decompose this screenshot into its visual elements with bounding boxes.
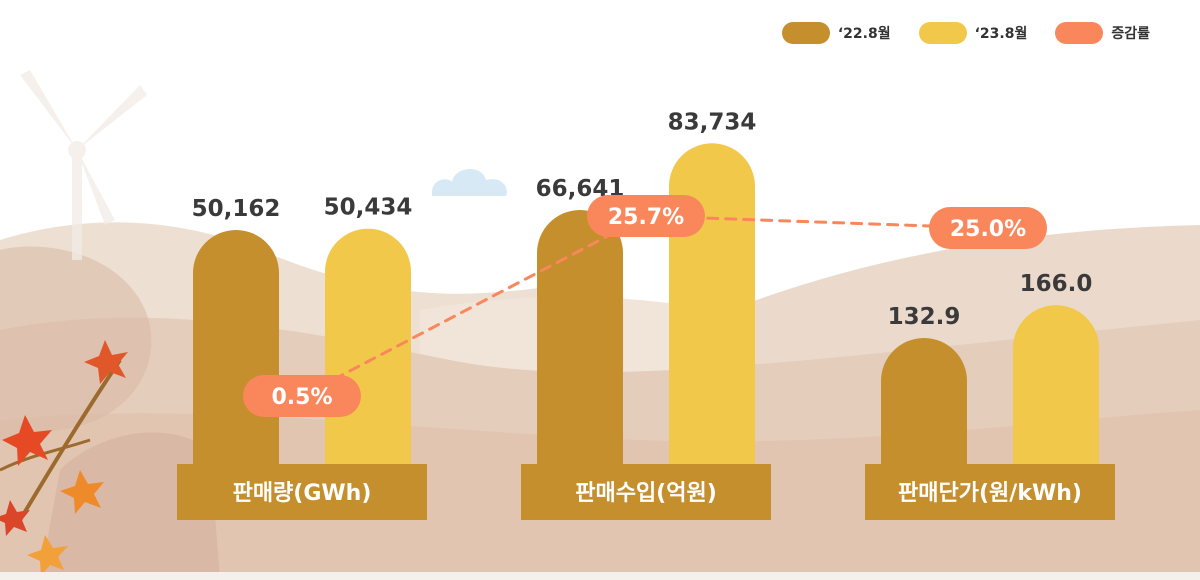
- legend-item-2022: ‘22.8월: [781, 22, 891, 44]
- bar-2022-0: [193, 230, 279, 470]
- legend-label-2023: ‘23.8월: [974, 26, 1028, 42]
- category-box: [865, 464, 1115, 520]
- change-rate-label: 0.5%: [271, 385, 332, 410]
- category-labels-layer: 판매량(GWh) 판매수입(억원) 판매단가(원/kWh): [177, 464, 1115, 520]
- bar-value-label: 50,434: [324, 195, 413, 221]
- change-rate-label: 25.7%: [608, 205, 684, 230]
- bar-value-label: 166.0: [1020, 271, 1093, 297]
- bar-2022-1: [537, 210, 623, 470]
- legend-label-change-rate: 증감률: [1111, 26, 1150, 42]
- cloud-icon: [432, 168, 507, 196]
- bar-value-label: 50,162: [192, 196, 281, 222]
- change-rate-pill: [587, 195, 705, 237]
- maple-leaf-icon: [0, 340, 128, 576]
- legend-swatch-change-rate: [1055, 22, 1104, 44]
- bar-2023-1: [669, 143, 755, 470]
- legend-item-change-rate: 증감률: [1055, 22, 1150, 44]
- change-rate-layer: 0.5% 25.7% 25.0%: [243, 195, 1047, 417]
- bar-2023-2: [1013, 305, 1099, 470]
- category-label: 판매량(GWh): [233, 481, 372, 506]
- change-rate-label: 25.0%: [950, 217, 1026, 242]
- legend-item-2023: ‘23.8월: [918, 22, 1028, 44]
- legend-swatch-2023: [918, 22, 967, 44]
- change-rate-pill: [243, 375, 361, 417]
- category-box: [521, 464, 771, 520]
- bar-2022-2: [881, 338, 967, 470]
- wind-turbine-icon: [20, 70, 147, 260]
- bottom-strip: [0, 572, 1200, 580]
- legend-swatch-2022: [781, 22, 830, 44]
- category-box: [177, 464, 427, 520]
- bar-value-label: 132.9: [888, 304, 961, 330]
- bar-2023-0: [325, 228, 411, 470]
- legend-label-2022: ‘22.8월: [837, 26, 891, 42]
- category-label: 판매수입(억원): [575, 481, 717, 506]
- change-rate-pill: [929, 207, 1047, 249]
- bar-value-label: 83,734: [668, 109, 757, 135]
- category-label: 판매단가(원/kWh): [898, 481, 1082, 506]
- legend: ‘22.8월 ‘23.8월 증감률: [781, 22, 1150, 44]
